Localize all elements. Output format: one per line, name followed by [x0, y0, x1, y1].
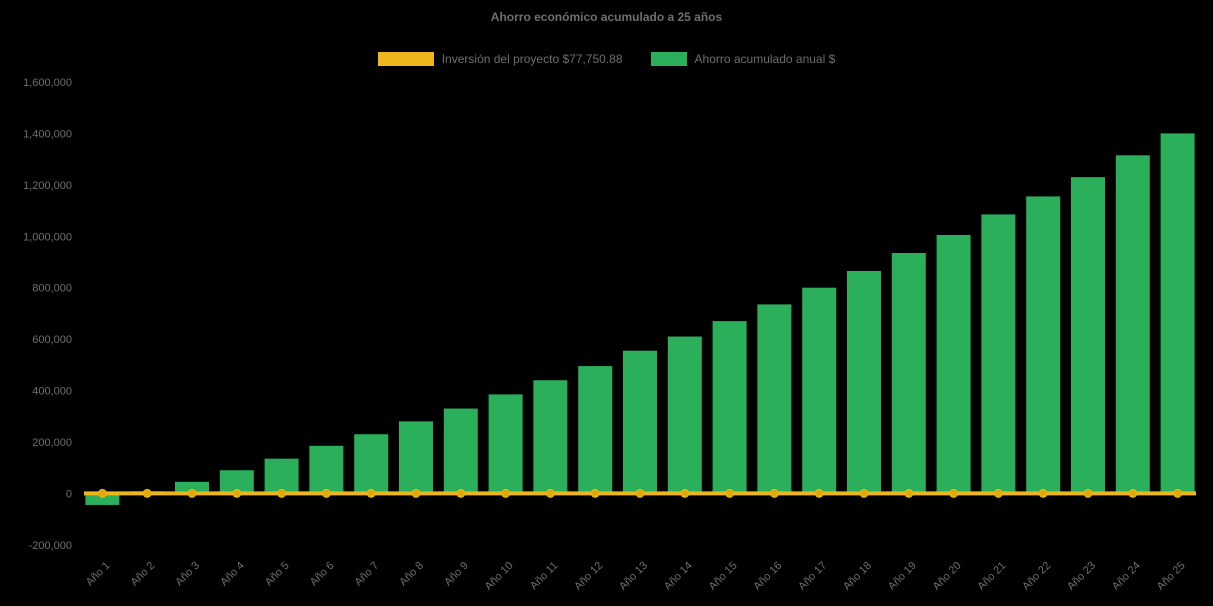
bar[interactable]: [443, 408, 478, 494]
investment-marker: [769, 488, 779, 498]
x-tick-label: Año 16: [751, 560, 784, 593]
legend-item-savings[interactable]: Ahorro acumulado anual $: [650, 52, 836, 66]
y-tick-label: 1,400,000: [23, 128, 72, 140]
investment-marker: [277, 488, 287, 498]
x-tick-label: Año 23: [1065, 560, 1098, 593]
y-tick-label: 1,600,000: [23, 77, 72, 89]
y-tick-label: 400,000: [32, 386, 72, 398]
investment-marker: [1038, 488, 1048, 498]
y-tick-label: 1,200,000: [23, 180, 72, 192]
bar[interactable]: [1115, 155, 1150, 494]
bar[interactable]: [1026, 196, 1061, 494]
bar[interactable]: [623, 350, 657, 494]
y-tick-label: 800,000: [32, 283, 72, 295]
bar[interactable]: [936, 234, 971, 494]
bar[interactable]: [981, 214, 1016, 494]
investment-marker: [590, 488, 600, 498]
x-tick-label: Año 14: [662, 560, 695, 593]
investment-marker: [321, 488, 331, 498]
investment-marker: [635, 488, 645, 498]
x-tick-label: Año 17: [796, 560, 829, 593]
x-tick-label: Año 2: [129, 560, 158, 589]
x-tick-label: Año 4: [218, 560, 247, 589]
x-tick-label: Año 7: [353, 560, 382, 589]
x-tick-label: Año 9: [442, 560, 471, 589]
chart-title: Ahorro económico acumulado a 25 años: [490, 10, 723, 24]
investment-marker: [456, 488, 466, 498]
legend: Inversión del proyecto $77,750.88 Ahorro…: [0, 52, 1213, 66]
y-tick-label: 600,000: [32, 334, 72, 346]
x-tick-label: Año 3: [173, 560, 202, 589]
bar[interactable]: [533, 380, 568, 494]
legend-label-savings: Ahorro acumulado anual $: [694, 52, 836, 66]
investment-marker: [680, 488, 690, 498]
bar[interactable]: [175, 481, 209, 494]
bar[interactable]: [802, 287, 837, 494]
bar[interactable]: [891, 252, 926, 494]
x-tick-label: Año 24: [1110, 560, 1143, 593]
investment-marker: [949, 488, 959, 498]
investment-marker: [993, 488, 1003, 498]
bar[interactable]: [488, 394, 523, 494]
investment-marker: [1128, 488, 1138, 498]
x-tick-label: Año 10: [483, 560, 516, 593]
investment-marker: [232, 488, 242, 498]
bar[interactable]: [1160, 133, 1195, 494]
x-tick-label: Año 22: [1020, 560, 1053, 593]
x-tick-label: Año 20: [931, 560, 964, 593]
bar[interactable]: [578, 366, 613, 494]
y-tick-label: 200,000: [32, 437, 72, 449]
x-tick-label: Año 8: [397, 560, 426, 589]
bar[interactable]: [85, 493, 120, 505]
investment-marker: [859, 488, 869, 498]
savings-swatch: [650, 52, 687, 66]
investment-marker: [545, 488, 555, 498]
x-tick-label: Año 21: [975, 560, 1008, 593]
bar[interactable]: [712, 321, 747, 494]
bar[interactable]: [399, 421, 433, 494]
investment-marker: [187, 488, 197, 498]
bar[interactable]: [354, 434, 389, 494]
legend-label-investment: Inversión del proyecto $77,750.88: [441, 52, 623, 66]
x-tick-label: Año 19: [886, 560, 919, 593]
investment-marker: [97, 488, 107, 498]
bar[interactable]: [847, 270, 881, 494]
investment-marker: [366, 488, 376, 498]
bar[interactable]: [667, 336, 702, 494]
x-tick-label: Año 11: [528, 560, 561, 593]
investment-marker: [725, 488, 735, 498]
investment-marker: [501, 488, 511, 498]
x-tick-label: Año 15: [707, 560, 740, 593]
x-tick-label: Año 12: [572, 560, 605, 593]
bar[interactable]: [1071, 177, 1105, 494]
y-tick-label: 1,000,000: [23, 231, 72, 243]
investment-swatch: [377, 52, 434, 66]
investment-marker: [142, 488, 152, 498]
x-tick-label: Año 1: [84, 560, 113, 589]
investment-marker: [1083, 488, 1093, 498]
investment-marker: [814, 488, 824, 498]
legend-item-investment[interactable]: Inversión del proyecto $77,750.88: [377, 52, 623, 66]
investment-marker: [1173, 488, 1183, 498]
bar[interactable]: [264, 458, 299, 494]
bar[interactable]: [309, 445, 344, 494]
y-tick-label: 0: [66, 488, 72, 500]
bar[interactable]: [219, 470, 254, 494]
y-tick-label: -200,000: [29, 540, 72, 552]
x-tick-label: Año 13: [617, 560, 650, 593]
x-tick-label: Año 5: [263, 560, 292, 589]
investment-marker: [411, 488, 421, 498]
x-tick-label: Año 6: [308, 560, 337, 589]
investment-marker: [904, 488, 914, 498]
x-tick-label: Año 25: [1155, 560, 1188, 593]
bar[interactable]: [757, 304, 792, 494]
x-tick-label: Año 18: [841, 560, 874, 593]
